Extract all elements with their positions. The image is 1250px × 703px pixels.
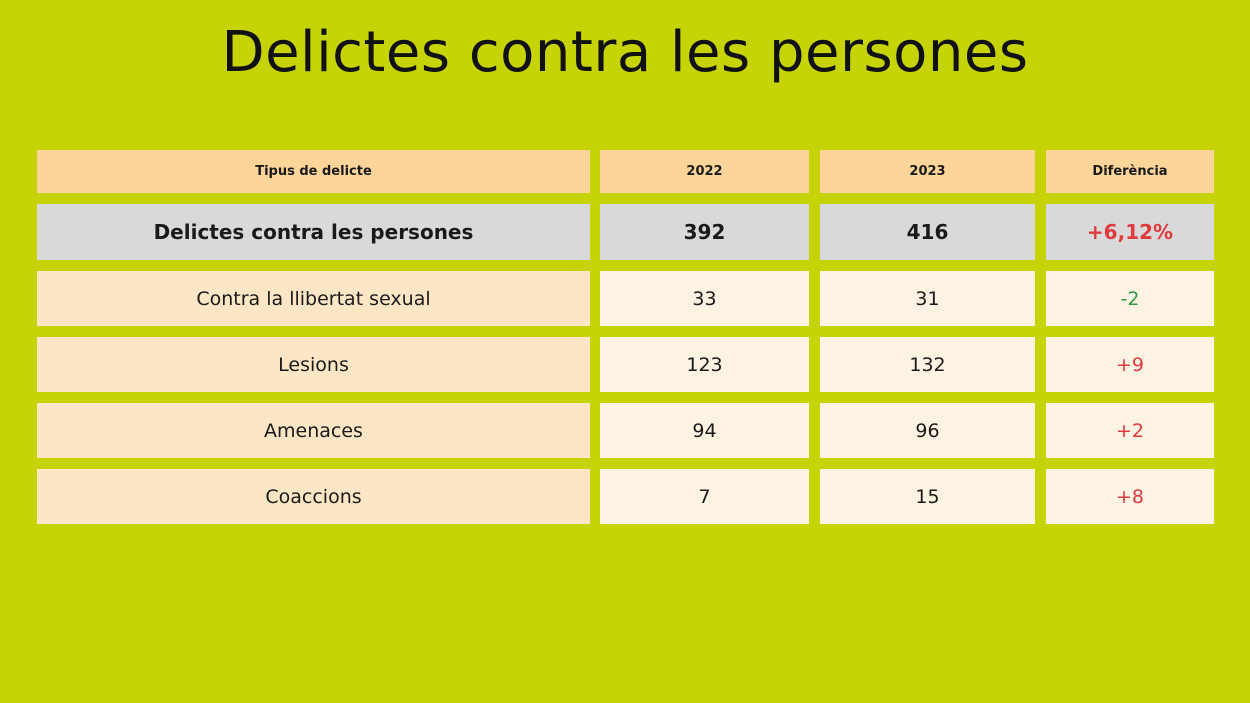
table-row-difference: +8: [1046, 469, 1214, 524]
table-row-difference: +9: [1046, 337, 1214, 392]
table-row-difference: -2: [1046, 271, 1214, 326]
page-title: Delictes contra les persones: [221, 20, 1029, 85]
table-row-difference: +2: [1046, 403, 1214, 458]
table-row-label: Amenaces: [37, 403, 590, 458]
total-row-label: Delictes contra les persones: [37, 204, 590, 260]
total-row-2022: 392: [600, 204, 809, 260]
column-header-difference: Diferència: [1046, 150, 1214, 193]
table-row-label: Contra la llibertat sexual: [37, 271, 590, 326]
table-row-2023: 31: [820, 271, 1035, 326]
table-row-2022: 94: [600, 403, 809, 458]
table-row-2022: 33: [600, 271, 809, 326]
total-row-difference: +6,12%: [1046, 204, 1214, 260]
column-header-2022: 2022: [600, 150, 809, 193]
column-header-crime-type: Tipus de delicte: [37, 150, 590, 193]
total-row-2023: 416: [820, 204, 1035, 260]
table-row-2023: 96: [820, 403, 1035, 458]
table-row-2022: 7: [600, 469, 809, 524]
table-row-label: Lesions: [37, 337, 590, 392]
table-row-2023: 132: [820, 337, 1035, 392]
table-row-2023: 15: [820, 469, 1035, 524]
table-row-label: Coaccions: [37, 469, 590, 524]
column-header-2023: 2023: [820, 150, 1035, 193]
table-row-2022: 123: [600, 337, 809, 392]
